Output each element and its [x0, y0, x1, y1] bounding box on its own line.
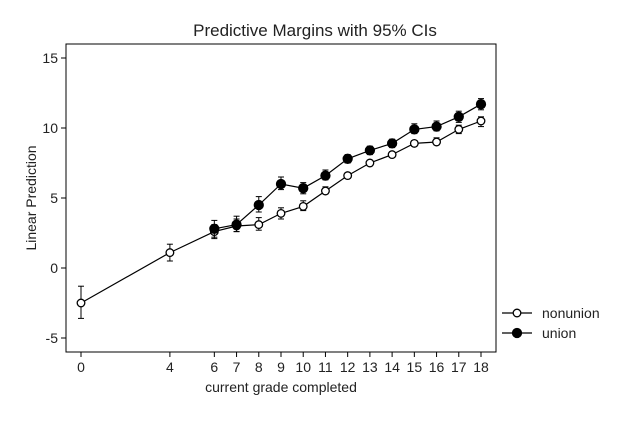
data-point-nonunion [454, 124, 464, 134]
data-point-union [364, 145, 376, 156]
legend-marker [512, 308, 522, 318]
y-axis: -5 0 5 10 15 [42, 50, 66, 346]
y-axis-label: Linear Prediction [23, 145, 39, 250]
x-axis: 0 4 6 7 8 9 10 11 12 13 14 15 16 17 18 [77, 352, 489, 375]
data-point-union [298, 183, 309, 194]
data-point-nonunion [254, 220, 264, 230]
data-point-union [342, 153, 353, 164]
data-point-nonunion [409, 138, 419, 148]
data-point-nonunion [476, 116, 486, 126]
x-tick-label: 0 [77, 359, 85, 375]
data-point-nonunion [432, 137, 442, 147]
chart-title: Predictive Margins with 95% CIs [193, 21, 437, 40]
legend-label: union [542, 325, 576, 341]
data-point-union [231, 219, 242, 230]
data-point-nonunion [343, 171, 353, 181]
legend: nonunion union [502, 305, 600, 341]
y-tick-label: 0 [50, 260, 58, 276]
x-tick-label: 13 [362, 359, 378, 375]
x-tick-label: 14 [384, 359, 400, 375]
x-tick-label: 11 [318, 359, 333, 375]
y-tick-label: 5 [50, 190, 58, 206]
x-tick-label: 17 [451, 359, 467, 375]
series-nonunion [76, 116, 486, 319]
x-tick-label: 9 [277, 359, 285, 375]
legend-item-union: union [502, 325, 576, 341]
legend-label: nonunion [542, 305, 600, 321]
x-tick-label: 4 [166, 359, 174, 375]
data-point-union [431, 121, 442, 132]
data-point-union [386, 138, 398, 149]
data-point-union [409, 124, 420, 135]
data-point-nonunion [320, 186, 330, 196]
data-point-union [275, 178, 287, 190]
y-tick-label: 15 [42, 50, 58, 66]
x-tick-label: 7 [233, 359, 241, 375]
data-point-union [475, 99, 487, 110]
data-point-nonunion [365, 158, 375, 168]
x-tick-label: 15 [407, 359, 423, 375]
series-layer [76, 98, 487, 319]
data-point-nonunion [76, 298, 86, 308]
data-point-union [209, 223, 220, 234]
data-point-nonunion [165, 248, 175, 258]
data-point-nonunion [387, 150, 397, 160]
legend-marker [511, 327, 523, 339]
x-tick-label: 10 [295, 359, 311, 375]
series-union [209, 98, 487, 238]
y-tick-label: 10 [42, 120, 58, 136]
x-tick-label: 12 [340, 359, 356, 375]
data-point-nonunion [298, 201, 308, 211]
x-tick-label: 6 [210, 359, 218, 375]
x-tick-label: 8 [255, 359, 263, 375]
x-tick-label: 16 [429, 359, 445, 375]
x-tick-label: 18 [473, 359, 489, 375]
data-point-union [320, 170, 331, 181]
legend-item-nonunion: nonunion [502, 305, 600, 321]
data-point-union [453, 111, 464, 122]
data-point-union [253, 199, 264, 211]
y-tick-label: -5 [46, 330, 59, 346]
data-point-nonunion [276, 208, 286, 218]
x-axis-label: current grade completed [205, 379, 357, 395]
